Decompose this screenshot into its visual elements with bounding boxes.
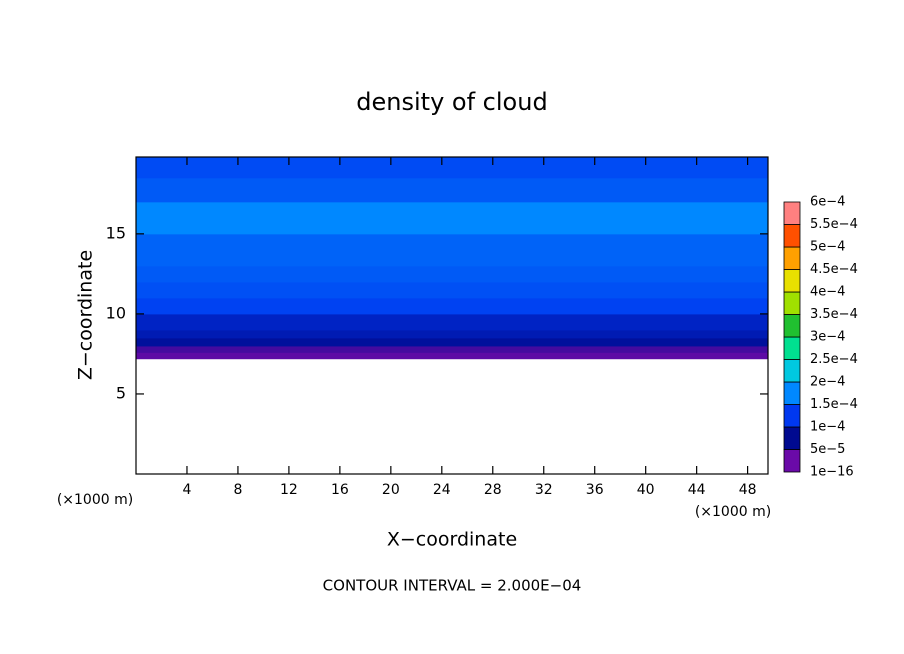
contour-band: [136, 201, 768, 235]
contour-band: [136, 345, 768, 353]
colorbar-label: 2.5e−4: [810, 352, 858, 367]
x-tick-label: 12: [280, 482, 298, 498]
colorbar-label: 1e−4: [810, 420, 845, 435]
colorbar-label: 4.5e−4: [810, 262, 858, 277]
footer-note: CONTOUR INTERVAL = 2.000E−04: [323, 577, 582, 595]
contour-band: [136, 329, 768, 339]
x-tick-label: 24: [433, 482, 451, 498]
colorbar-segment: [783, 201, 801, 225]
colorbar-segment: [783, 291, 801, 315]
colorbar-label: 2e−4: [810, 375, 845, 390]
y-tick-label: 5: [116, 383, 126, 402]
contour-band: [136, 265, 768, 283]
colorbar-segment: [783, 359, 801, 383]
x-tick-label: 20: [382, 482, 400, 498]
contour-band: [136, 337, 768, 347]
chart-title: density of cloud: [356, 88, 547, 116]
colorbar-segment: [783, 404, 801, 428]
colorbar-segment: [783, 426, 801, 450]
colorbar-label: 1e−16: [810, 465, 854, 480]
x-tick-label: 44: [688, 482, 706, 498]
y-axis-label: Z−coordinate: [75, 250, 97, 380]
contour-band: [136, 177, 768, 203]
contour-band: [136, 233, 768, 267]
x-tick-label: 48: [739, 482, 757, 498]
x-tick-label: 4: [183, 482, 192, 498]
x-unit-label: (×1000 m): [57, 492, 133, 508]
colorbar-segment: [783, 314, 801, 338]
colorbar-segment: [783, 381, 801, 405]
x-tick-label: 36: [586, 482, 604, 498]
colorbar-label: 4e−4: [810, 285, 845, 300]
colorbar-segment: [783, 269, 801, 293]
colorbar-label: 1.5e−4: [810, 397, 858, 412]
plot-frame: [135, 156, 769, 475]
colorbar-segment: [783, 336, 801, 360]
contour-band: [136, 313, 768, 331]
colorbar-label: 5.5e−4: [810, 217, 858, 232]
colorbar-label: 6e−4: [810, 195, 845, 210]
y-tick-label: 10: [106, 303, 126, 322]
colorbar-label: 3e−4: [810, 330, 845, 345]
x-tick-label: 28: [484, 482, 502, 498]
x-tick-label: 16: [331, 482, 349, 498]
colorbar-segment: [783, 246, 801, 270]
contour-band: [136, 297, 768, 315]
y-tick-label: 15: [106, 223, 126, 242]
contour-band: [136, 281, 768, 299]
colorbar-segment: [783, 224, 801, 248]
x-tick-label: 40: [637, 482, 655, 498]
x-tick-label: 32: [535, 482, 553, 498]
contour-band: [136, 157, 768, 179]
x-unit-label: (×1000 m): [695, 504, 771, 520]
colorbar-label: 5e−4: [810, 240, 845, 255]
colorbar-label: 5e−5: [810, 442, 845, 457]
x-axis-label: X−coordinate: [387, 529, 517, 551]
x-tick-label: 8: [233, 482, 242, 498]
colorbar-segment: [783, 449, 801, 473]
colorbar-label: 3.5e−4: [810, 307, 858, 322]
contour-band: [136, 352, 768, 360]
